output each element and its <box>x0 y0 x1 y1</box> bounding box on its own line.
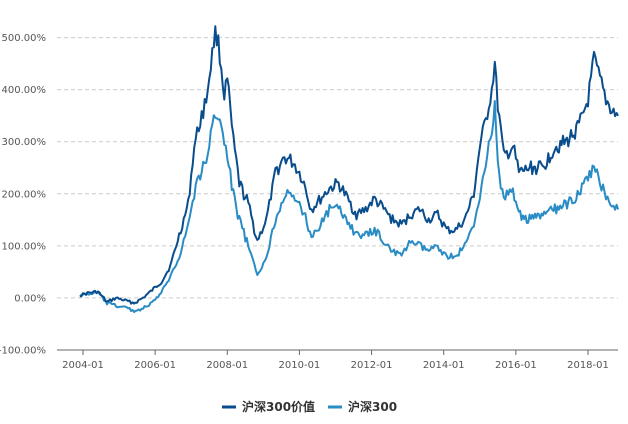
series-line-csi300 <box>79 100 620 313</box>
y-tick-label: 100.00% <box>2 241 47 252</box>
x-tick-label: 2010-01 <box>279 360 321 371</box>
y-tick-label: 400.00% <box>2 85 47 96</box>
y-axis-tick-labels: -100.00% 0.00% 100.00% 200.00% 300.00% 400.00… <box>0 33 46 356</box>
x-tick-label: 2008-01 <box>206 360 248 371</box>
x-tick-label: 2004-01 <box>62 360 104 371</box>
legend-label: 沪深300价值 <box>242 399 315 414</box>
y-tick-label: 200.00% <box>2 189 47 200</box>
legend-label: 沪深300 <box>348 399 397 414</box>
x-tick-label: 2018-01 <box>567 360 609 371</box>
x-axis: 2004-01 2006-01 2008-01 2010-01 2012-01 2014-… <box>57 349 618 371</box>
legend: 沪深300价值 沪深300 <box>222 399 397 414</box>
x-tick-label: 2012-01 <box>351 360 393 371</box>
x-tick-label: 2006-01 <box>134 360 176 371</box>
x-tick-label: 2014-01 <box>423 360 465 371</box>
y-tick-label: 500.00% <box>2 33 47 44</box>
series-lines <box>79 25 620 313</box>
grid-lines <box>57 37 618 299</box>
y-tick-label: -100.00% <box>0 346 46 357</box>
x-tick-label: 2016-01 <box>495 360 537 371</box>
y-tick-label: 0.00% <box>14 293 46 304</box>
y-tick-label: 300.00% <box>2 137 47 148</box>
series-line-csi300-value <box>79 25 619 305</box>
